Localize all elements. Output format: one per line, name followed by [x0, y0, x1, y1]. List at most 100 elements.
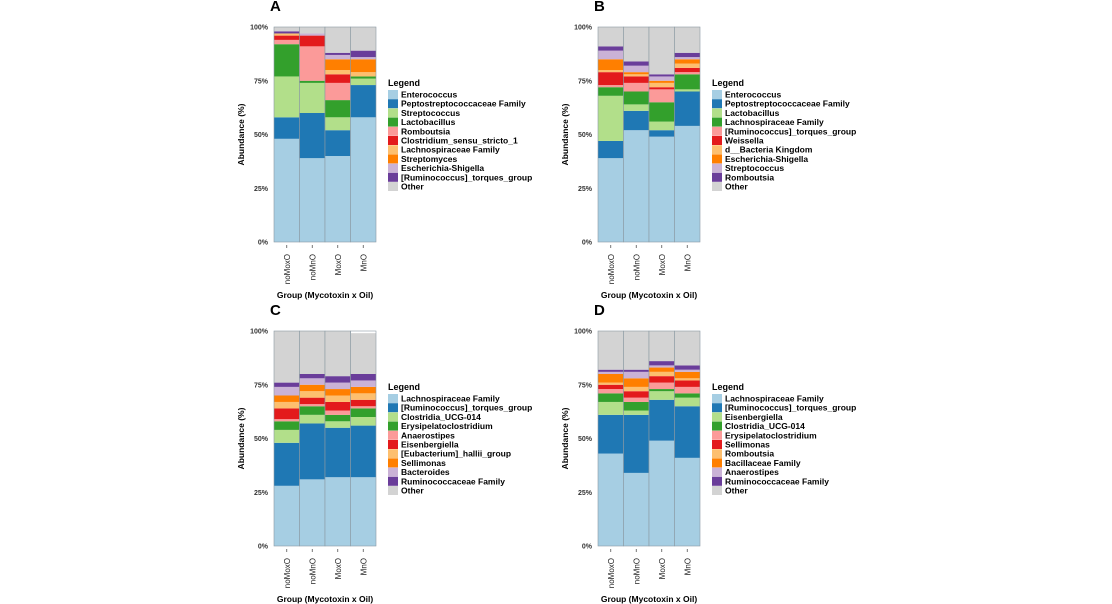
bar-segment [674, 457, 700, 546]
bar-segment [350, 417, 376, 426]
bar-segment [674, 365, 700, 370]
bar-segment [674, 27, 700, 53]
bar-segment [350, 386, 376, 394]
bar-segment [649, 365, 675, 368]
bar-segment [274, 408, 300, 420]
legend-label: d__Bacteria Kingdom [725, 145, 813, 155]
bar-segment [649, 371, 675, 377]
bar-segment [274, 117, 300, 139]
bar-segment [623, 91, 649, 105]
legend-swatch [712, 163, 722, 173]
y-tick-label: 25% [254, 490, 269, 497]
legend-label: Erysipelatoclostridium [725, 430, 817, 440]
legend-swatch [388, 90, 398, 99]
bar-segment [649, 82, 675, 88]
y-tick-label: 0% [582, 240, 593, 247]
legend-swatch [388, 458, 398, 468]
bar-segment [649, 102, 675, 122]
x-tick-label: noMoxO [283, 558, 292, 588]
legend-label: Lachnospiraceae Family [725, 394, 824, 404]
bar-outline [674, 330, 701, 547]
legend-label: Ruminococcaceae Family [401, 476, 505, 486]
bar-segment [274, 419, 300, 422]
bar-segment [350, 72, 376, 77]
x-tick-label: MoxO [658, 254, 667, 275]
legend-swatch [388, 99, 398, 109]
bar-segment [623, 386, 649, 392]
bar-segment [649, 367, 675, 372]
bar-segment [274, 382, 300, 387]
bar-segment [649, 87, 675, 90]
legend-label: [Ruminococcus]_torques_group [725, 126, 856, 136]
y-axis-title: Abundance (%) [236, 103, 246, 165]
bar-segment [350, 380, 376, 387]
legend-label: [Eubacterium]_hallii_group [401, 449, 511, 459]
legend-label: Escherichia-Shigella [401, 163, 484, 173]
bar-segment [274, 138, 300, 242]
bar-segment [598, 72, 624, 86]
bar-segment [274, 485, 300, 546]
legend-label: Other [401, 486, 424, 496]
legend-swatch [712, 117, 722, 127]
bar-outline [350, 26, 377, 243]
x-axis-title: Group (Mycotoxin x Oil) [601, 594, 698, 604]
bar-segment [325, 27, 351, 53]
bar-segment [325, 382, 351, 390]
bar-segment [623, 397, 649, 402]
bar-segment [350, 27, 376, 51]
bar-segment [325, 331, 351, 377]
legend-swatch [388, 163, 398, 173]
legend-label: Clostridium_sensu_stricto_1 [401, 136, 518, 146]
legend-label: Eisenbergiella [725, 412, 783, 422]
panel-letter: A [270, 0, 281, 15]
bar-segment [325, 117, 351, 131]
bar-segment [623, 371, 649, 379]
x-axis-title: Group (Mycotoxin x Oil) [277, 594, 374, 604]
legend-swatch [388, 476, 398, 486]
bar-segment [674, 67, 700, 73]
bar-segment [350, 393, 376, 400]
bar-segment [274, 33, 300, 36]
bar-segment [299, 406, 325, 415]
chart-panel-c: C 0% 25% 50% 75% 100% Abundance (%) noMoxO noMnO… [236, 302, 532, 604]
bar-segment [623, 369, 649, 372]
bar-segment [623, 401, 649, 411]
bar-segment [299, 113, 325, 159]
legend-label: Eisenbergiella [401, 440, 459, 450]
x-tick-label: noMoxO [283, 254, 292, 284]
legend-swatch [712, 476, 722, 486]
legend-swatch [388, 126, 398, 136]
panel-letter: B [594, 0, 605, 15]
x-axis-title: Group (Mycotoxin x Oil) [277, 290, 374, 300]
legend-swatch [712, 108, 722, 118]
legend-swatch [712, 403, 722, 413]
legend-swatch [712, 394, 722, 403]
bar-segment [350, 477, 376, 546]
legend-label: [Ruminococcus]_torques_group [401, 403, 532, 413]
bar-segment [674, 72, 700, 75]
bar-segment [623, 65, 649, 73]
legend-title: Legend [712, 382, 744, 392]
legend-label: Streptococcus [725, 163, 784, 173]
bar-segment [623, 331, 649, 370]
y-tick-label: 100% [250, 329, 269, 336]
legend-label: Other [401, 182, 424, 192]
bar-segment [623, 27, 649, 62]
legend-swatch [388, 394, 398, 403]
legend-title: Legend [712, 78, 744, 88]
bar-segment [674, 406, 700, 458]
x-tick-label: MoxO [334, 254, 343, 275]
bar-segment [649, 80, 675, 83]
y-tick-label: 0% [258, 240, 269, 247]
legend-swatch [712, 449, 722, 459]
bar-segment [649, 391, 675, 400]
bar-segment [649, 27, 675, 75]
bar-segment [674, 380, 700, 387]
legend-label: Bacillaceae Family [725, 458, 801, 468]
bar-segment [325, 389, 351, 396]
bar-segment [274, 27, 300, 32]
bar-segment [598, 59, 624, 70]
bar-segment [649, 440, 675, 546]
y-tick-label: 0% [258, 544, 269, 551]
